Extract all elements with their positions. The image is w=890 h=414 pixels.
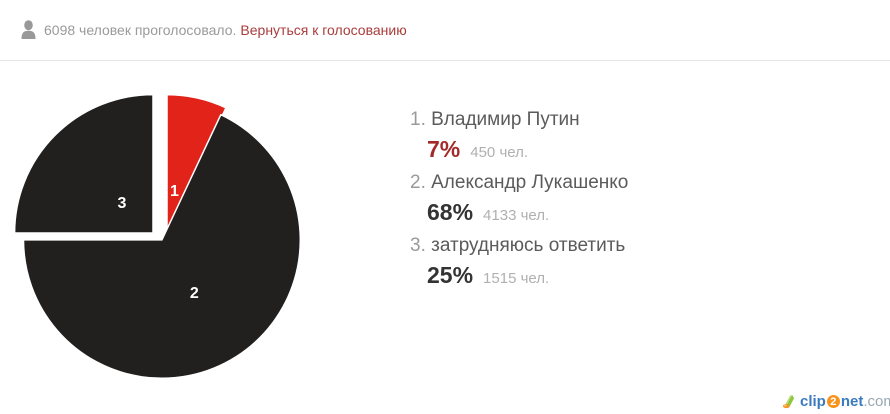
svg-text:1: 1 (170, 183, 179, 200)
svg-text:2: 2 (190, 285, 199, 302)
svg-text:3: 3 (118, 195, 127, 212)
